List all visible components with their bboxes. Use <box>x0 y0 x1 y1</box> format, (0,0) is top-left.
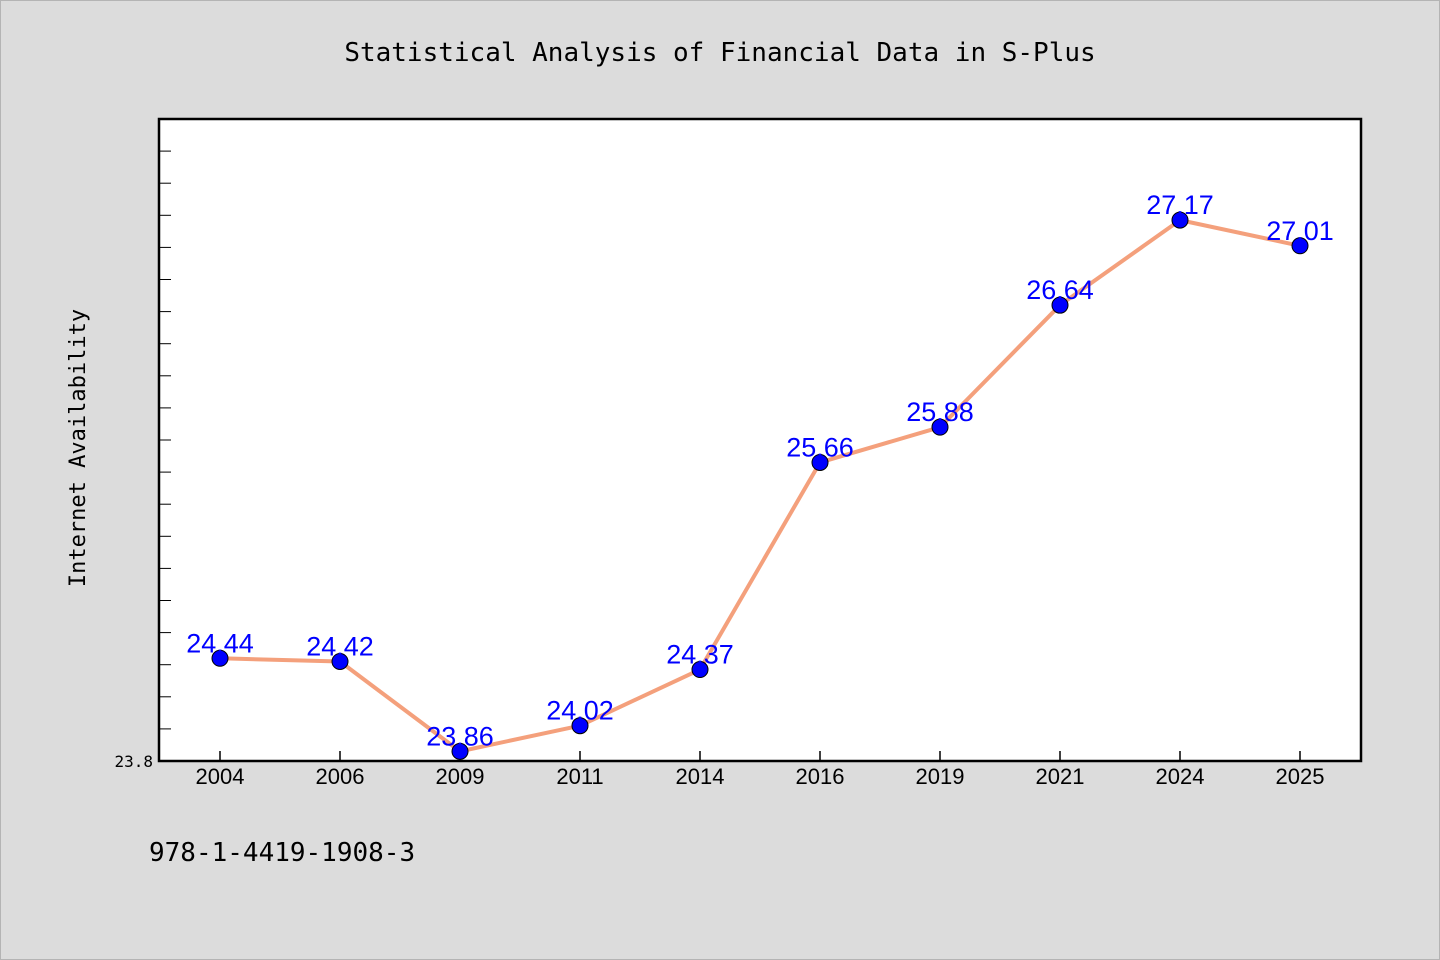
data-label: 27.17 <box>1146 190 1214 220</box>
data-label: 24.37 <box>666 640 734 670</box>
series-markers <box>211 211 1309 760</box>
x-tick-label: 2019 <box>916 764 965 789</box>
x-tick-label: 2004 <box>196 764 245 789</box>
data-point <box>1291 237 1309 255</box>
data-label: 23.86 <box>426 721 494 751</box>
y-tick-label: 23.8 <box>114 752 153 771</box>
y-axis-tick-labels: 23.8 <box>114 752 153 771</box>
data-label: 25.66 <box>786 432 854 462</box>
x-tick-label: 2014 <box>676 764 725 789</box>
data-label: 24.02 <box>546 696 614 726</box>
data-point <box>1051 296 1069 314</box>
data-point <box>211 649 229 667</box>
x-tick-label: 2016 <box>796 764 845 789</box>
data-label: 26.64 <box>1026 275 1094 305</box>
data-point <box>1171 211 1189 229</box>
data-labels: 24.44 24.42 23.86 24.02 24.37 25.66 25.88 26.64… <box>186 190 1334 751</box>
data-label: 24.42 <box>306 631 374 661</box>
x-tick-label: 2021 <box>1036 764 1085 789</box>
data-point <box>811 453 829 471</box>
data-point <box>571 717 589 735</box>
data-label: 24.44 <box>186 628 254 658</box>
footer-isbn: 978-1-4419-1908-3 <box>149 838 415 868</box>
data-label: 25.88 <box>906 397 974 427</box>
data-point <box>691 661 709 679</box>
data-label: 27.01 <box>1266 216 1334 246</box>
data-point <box>451 742 469 760</box>
chart-title: Statistical Analysis of Financial Data i… <box>344 38 1095 68</box>
data-point <box>331 652 349 670</box>
data-point <box>931 418 949 436</box>
series-lines <box>218 218 1302 754</box>
x-tick-label: 2024 <box>1156 764 1205 789</box>
y-axis-label: Internet Availability <box>66 309 91 587</box>
x-tick-label: 2011 <box>556 764 603 789</box>
series-line <box>218 218 1302 754</box>
x-tick-label: 2009 <box>436 764 485 789</box>
plot-area <box>157 117 1363 763</box>
y-axis-minor-ticks <box>159 150 171 730</box>
x-tick-label: 2025 <box>1276 764 1325 789</box>
x-tick-label: 2006 <box>316 764 365 789</box>
x-axis-tick-labels: 2004 2006 2009 2011 2014 2016 2019 2021 2024 2025 <box>196 764 1325 789</box>
